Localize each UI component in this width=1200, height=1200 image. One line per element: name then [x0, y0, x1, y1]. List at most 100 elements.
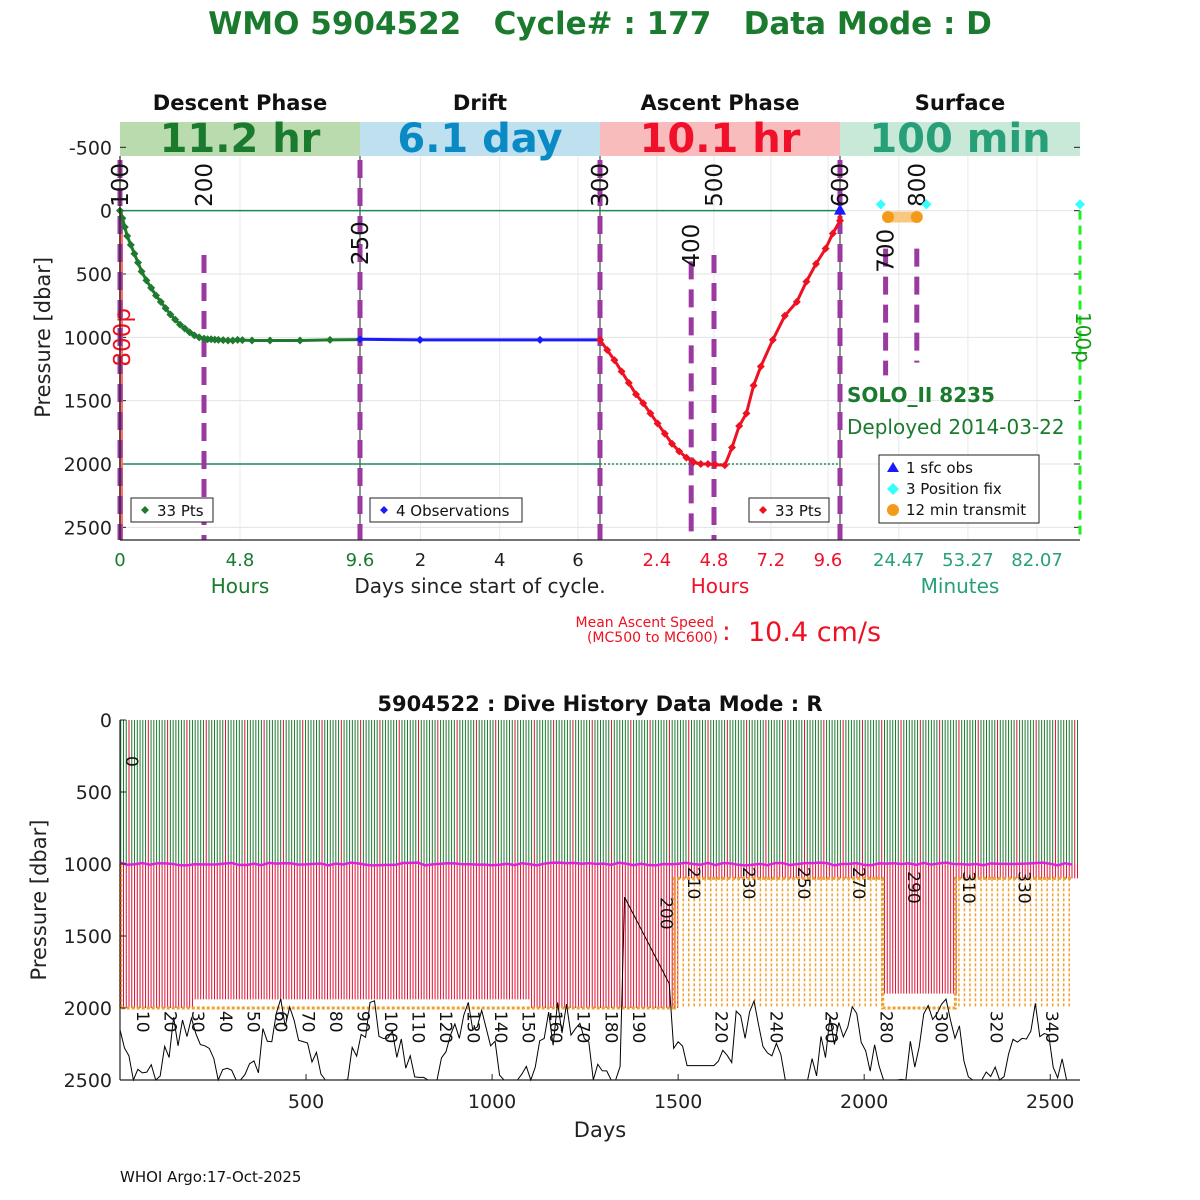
- x-tick-label: 9.6: [814, 550, 843, 571]
- data-point-descent: [214, 335, 223, 344]
- history-y-tick-label: 2000: [64, 998, 112, 1020]
- transmit-marker: [910, 211, 923, 223]
- phase-title-surface: Surface: [915, 91, 1005, 115]
- data-point-ascent: [668, 439, 676, 448]
- data-point-ascent: [610, 356, 619, 365]
- x-tick-label: 82.07: [1011, 550, 1063, 571]
- history-y-tick-label: 0: [100, 710, 112, 732]
- data-point-ascent: [689, 458, 698, 467]
- data-point-descent: [120, 223, 129, 232]
- data-point-ascent: [742, 409, 751, 418]
- phase-duration-descent: 11.2 hr: [160, 116, 321, 162]
- surface-obs-marker: [834, 203, 846, 215]
- cycle-label-170: 170: [573, 1011, 593, 1043]
- phase-title-drift: Drift: [453, 91, 507, 115]
- y-tick-label: 0: [100, 201, 112, 223]
- side-label-left: 800p: [110, 308, 136, 367]
- data-point-ascent: [617, 367, 626, 376]
- y-tick-label: 2500: [64, 517, 112, 539]
- data-point-descent: [248, 336, 256, 345]
- data-point-descent: [156, 297, 165, 306]
- float-model: SOLO_II 8235: [847, 383, 995, 407]
- x-axis-label-surface: Minutes: [921, 574, 1000, 598]
- transmit-marker: [882, 211, 894, 223]
- data-point-descent: [238, 336, 247, 345]
- cycle-label-310: 310: [958, 871, 978, 903]
- cycle-label-40: 40: [215, 1011, 235, 1033]
- history-y-tick-label: 1000: [64, 854, 112, 876]
- ascent-speed-value: 10.4 cm/s: [748, 617, 881, 648]
- milestone-label-100: 100: [108, 163, 134, 207]
- cycle-label-10: 10: [132, 1011, 152, 1033]
- data-point-descent: [296, 336, 304, 345]
- footer-credit: WHOI Argo:17-Oct-2025: [120, 1168, 301, 1186]
- cycle-label-140: 140: [490, 1011, 510, 1043]
- y-tick-label: 2000: [64, 454, 112, 476]
- data-point-descent: [123, 232, 132, 240]
- data-point-ascent: [624, 378, 633, 387]
- data-point-ascent: [675, 447, 684, 456]
- legend-marker-2: [759, 506, 767, 514]
- data-point-descent: [134, 258, 142, 267]
- cycle-label-130: 130: [463, 1011, 483, 1043]
- milestone-label-700: 700: [874, 229, 900, 273]
- data-point-descent: [224, 336, 232, 345]
- ascent-speed-colon: :: [722, 617, 731, 647]
- cycle-label-30: 30: [187, 1011, 207, 1033]
- cycle-label-220: 220: [710, 1011, 730, 1043]
- cycle-label-160: 160: [545, 1011, 565, 1043]
- surface-legend-label-2: 12 min transmit: [906, 501, 1026, 519]
- cycle-label-230: 230: [738, 867, 758, 899]
- data-point-descent: [126, 240, 135, 249]
- legend-label-1: 4 Observations: [396, 502, 510, 520]
- data-point-descent: [228, 336, 237, 345]
- history-x-tick-label: 500: [288, 1091, 324, 1113]
- data-point-ascent: [749, 381, 758, 390]
- x-tick-label: 2.4: [643, 550, 672, 571]
- ascent-speed-annotation: Mean Ascent Speed (MC500 to MC600) : 10.…: [576, 615, 882, 648]
- data-point-descent: [326, 335, 334, 344]
- y-tick-label: -500: [69, 137, 112, 159]
- milestone-label-250: 250: [348, 221, 374, 265]
- data-point-descent: [137, 267, 146, 276]
- cycle-label-290: 290: [903, 871, 923, 903]
- bathymetry-line: [119, 896, 1072, 1082]
- cycle-label-300: 300: [931, 1011, 951, 1043]
- history-x-tick-label: 1000: [468, 1091, 516, 1113]
- x-tick-label: 4.8: [226, 550, 255, 571]
- data-point-descent: [142, 276, 151, 285]
- cycle-label-280: 280: [876, 1011, 896, 1043]
- milestone-label-500: 500: [702, 163, 728, 207]
- legend-label-0: 33 Pts: [157, 502, 204, 520]
- phase-title-descent: Descent Phase: [153, 91, 327, 115]
- surface-legend-marker-1: [887, 483, 899, 495]
- legend-box-1: [369, 497, 523, 523]
- cycle-label-210: 210: [683, 867, 703, 899]
- position-fix-marker: [875, 199, 886, 210]
- data-point-ascent: [836, 216, 844, 225]
- data-point-descent: [166, 310, 175, 319]
- cycle-label-20: 20: [160, 1011, 180, 1033]
- cycle-label-100: 100: [380, 1011, 400, 1043]
- data-point-ascent: [711, 460, 720, 469]
- cycle-label-320: 320: [986, 1011, 1006, 1043]
- cycle-label-70: 70: [297, 1011, 317, 1033]
- history-y-tick-label: 1500: [64, 926, 112, 948]
- data-point-ascent: [792, 297, 801, 306]
- phase-duration-ascent: 10.1 hr: [640, 116, 801, 162]
- data-point-descent: [266, 336, 274, 345]
- data-point-ascent: [828, 229, 837, 238]
- data-point-ascent: [639, 399, 648, 408]
- x-tick-label: 0: [114, 550, 125, 571]
- data-point-drift: [536, 335, 544, 344]
- phase-title-ascent: Ascent Phase: [641, 91, 800, 115]
- data-point-drift: [416, 335, 424, 344]
- x-axis-label-ascent: Hours: [691, 574, 750, 598]
- data-point-ascent: [682, 453, 691, 462]
- side-label-right: 100p: [1071, 312, 1095, 363]
- data-point-ascent: [802, 277, 811, 286]
- cycle-label-260: 260: [821, 1011, 841, 1043]
- x-tick-label: 7.2: [757, 550, 786, 571]
- surface-legend-marker-2: [887, 504, 899, 516]
